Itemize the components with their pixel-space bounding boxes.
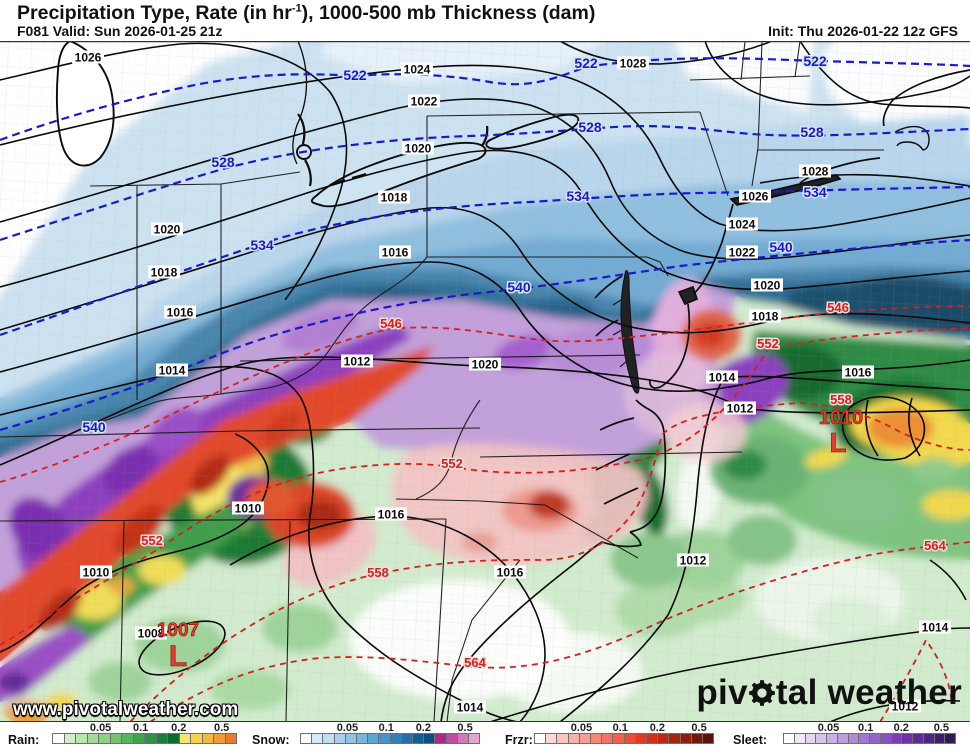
svg-text:528: 528 <box>800 124 824 140</box>
svg-text:552: 552 <box>141 533 163 548</box>
svg-text:564: 564 <box>924 538 946 553</box>
svg-text:1028: 1028 <box>802 165 829 179</box>
svg-text:1008: 1008 <box>138 627 165 641</box>
svg-text:1014: 1014 <box>922 621 949 635</box>
svg-text:1014: 1014 <box>709 371 736 385</box>
svg-text:1012: 1012 <box>727 402 754 416</box>
svg-text:1018: 1018 <box>151 266 178 280</box>
svg-text:1024: 1024 <box>404 63 431 77</box>
svg-text:1012: 1012 <box>892 700 919 714</box>
svg-text:1007: 1007 <box>157 620 199 641</box>
svg-text:552: 552 <box>757 336 779 351</box>
svg-text:546: 546 <box>827 300 849 315</box>
svg-text:1014: 1014 <box>457 701 484 715</box>
svg-text:522: 522 <box>803 53 827 69</box>
svg-text:522: 522 <box>574 55 598 71</box>
svg-text:552: 552 <box>441 456 463 471</box>
svg-text:1020: 1020 <box>472 358 499 372</box>
svg-text:1016: 1016 <box>845 366 872 380</box>
svg-text:1022: 1022 <box>411 95 438 109</box>
svg-text:528: 528 <box>578 119 602 135</box>
svg-text:558: 558 <box>367 565 389 580</box>
svg-text:1020: 1020 <box>405 142 432 156</box>
svg-text:522: 522 <box>343 67 367 83</box>
svg-text:1010: 1010 <box>819 407 864 429</box>
svg-text:540: 540 <box>507 279 531 295</box>
svg-text:1020: 1020 <box>154 223 181 237</box>
svg-text:1016: 1016 <box>378 508 405 522</box>
svg-text:534: 534 <box>803 184 827 200</box>
svg-text:534: 534 <box>250 237 274 253</box>
svg-text:1016: 1016 <box>497 566 524 580</box>
svg-text:1024: 1024 <box>729 218 756 232</box>
svg-text:1020: 1020 <box>754 279 781 293</box>
svg-text:1014: 1014 <box>159 364 186 378</box>
svg-text:540: 540 <box>82 419 106 435</box>
svg-text:1026: 1026 <box>742 190 769 204</box>
svg-text:1016: 1016 <box>382 246 409 260</box>
svg-text:1018: 1018 <box>381 191 408 205</box>
svg-text:534: 534 <box>566 188 590 204</box>
svg-text:1026: 1026 <box>75 51 102 65</box>
svg-text:L: L <box>169 640 187 673</box>
svg-text:1010: 1010 <box>235 502 262 516</box>
svg-text:1028: 1028 <box>620 57 647 71</box>
svg-text:1018: 1018 <box>752 310 779 324</box>
svg-text:558: 558 <box>830 392 852 407</box>
svg-text:1012: 1012 <box>344 355 371 369</box>
svg-text:1010: 1010 <box>83 566 110 580</box>
svg-text:564: 564 <box>464 655 486 670</box>
svg-text:1016: 1016 <box>167 306 194 320</box>
svg-text:1012: 1012 <box>680 554 707 568</box>
svg-text:L: L <box>829 427 846 458</box>
svg-text:546: 546 <box>380 316 402 331</box>
svg-text:1022: 1022 <box>729 246 756 260</box>
svg-text:540: 540 <box>769 239 793 255</box>
svg-text:528: 528 <box>211 154 235 170</box>
